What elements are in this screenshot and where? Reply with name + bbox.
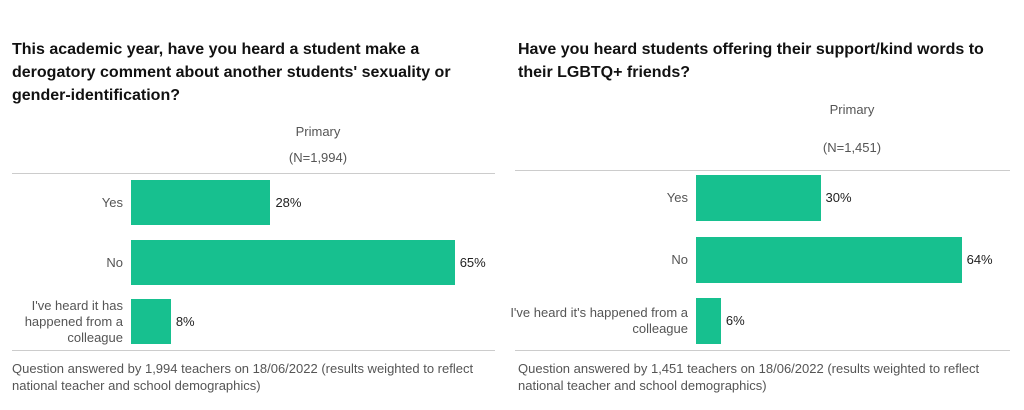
separator bbox=[12, 350, 495, 351]
chart-title: Have you heard students offering their s… bbox=[518, 41, 984, 81]
separator bbox=[515, 170, 1010, 171]
bar bbox=[696, 237, 962, 283]
value-label: 65% bbox=[459, 255, 486, 270]
bar bbox=[131, 240, 455, 285]
category-label: Yes bbox=[101, 194, 123, 210]
sample-size: (N=1,994) bbox=[288, 150, 348, 165]
column-header: Primary bbox=[295, 124, 341, 139]
column-header: Primary bbox=[829, 102, 875, 117]
sample-size: (N=1,451) bbox=[822, 140, 882, 155]
value-label: 6% bbox=[725, 313, 745, 328]
chart-title: This academic year, have you heard a stu… bbox=[12, 41, 451, 104]
footnote: Question answered by 1,451 teachers on 1… bbox=[518, 361, 980, 393]
value-label: 30% bbox=[825, 190, 852, 205]
category-label: No bbox=[106, 254, 123, 270]
value-label: 64% bbox=[966, 252, 993, 267]
category-label: I've heard it has happened from a collea… bbox=[24, 297, 123, 345]
value-label: 28% bbox=[275, 195, 302, 210]
bar bbox=[696, 175, 821, 221]
bar bbox=[696, 298, 721, 344]
category-label: No bbox=[671, 252, 688, 267]
separator bbox=[12, 173, 495, 174]
footnote: Question answered by 1,994 teachers on 1… bbox=[12, 361, 474, 393]
category-label: I've heard it's happened from a colleagu… bbox=[510, 305, 688, 336]
bar bbox=[131, 180, 271, 225]
category-label: Yes bbox=[666, 190, 688, 205]
bar bbox=[131, 299, 171, 344]
separator bbox=[515, 350, 1010, 351]
value-label: 8% bbox=[175, 314, 195, 329]
